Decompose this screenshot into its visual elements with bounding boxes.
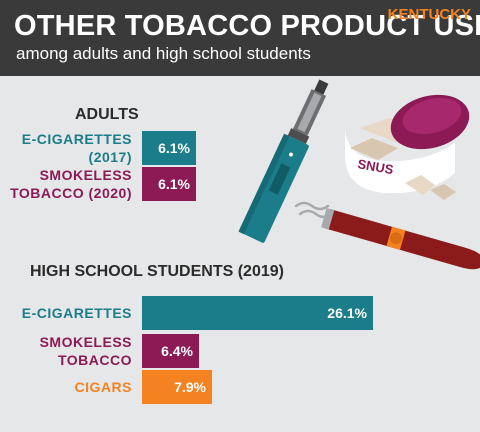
page-subtitle: among adults and high school students bbox=[16, 44, 311, 63]
high-school-heading: HIGH SCHOOL STUDENTS (2019) bbox=[30, 263, 284, 280]
bar-category-label: CIGARS bbox=[74, 379, 132, 395]
bar-value-label: 26.1% bbox=[327, 305, 367, 321]
snus-tin-icon: SNUS bbox=[345, 94, 470, 200]
bar: 6.1% bbox=[142, 167, 196, 201]
bar-value-label: 6.1% bbox=[158, 140, 190, 156]
page-title: OTHER TOBACCO PRODUCT USE bbox=[14, 10, 480, 42]
adults-heading: ADULTS bbox=[75, 106, 139, 123]
cigar-icon bbox=[321, 207, 480, 270]
bar-category-label: SMOKELESS TOBACCO bbox=[39, 334, 132, 368]
bar-category-label: E-CIGARETTES bbox=[21, 305, 132, 321]
bar-category-label: SMOKELESS TOBACCO (2020) bbox=[10, 167, 132, 201]
vape-pen-icon bbox=[238, 79, 329, 243]
bar: 6.1% bbox=[142, 131, 196, 165]
bar: 7.9% bbox=[142, 370, 212, 404]
bar: 6.4% bbox=[142, 334, 199, 368]
state-label: KENTUCKY bbox=[387, 6, 471, 23]
bar: 26.1% bbox=[142, 296, 373, 330]
bar-category-label: E-CIGARETTES (2017) bbox=[21, 131, 132, 165]
bar-value-label: 6.1% bbox=[158, 176, 190, 192]
snus-label: SNUS bbox=[356, 156, 394, 177]
bar-value-label: 6.4% bbox=[161, 343, 193, 359]
header-banner: OTHER TOBACCO PRODUCT USE among adults a… bbox=[0, 0, 480, 76]
bar-value-label: 7.9% bbox=[174, 379, 206, 395]
